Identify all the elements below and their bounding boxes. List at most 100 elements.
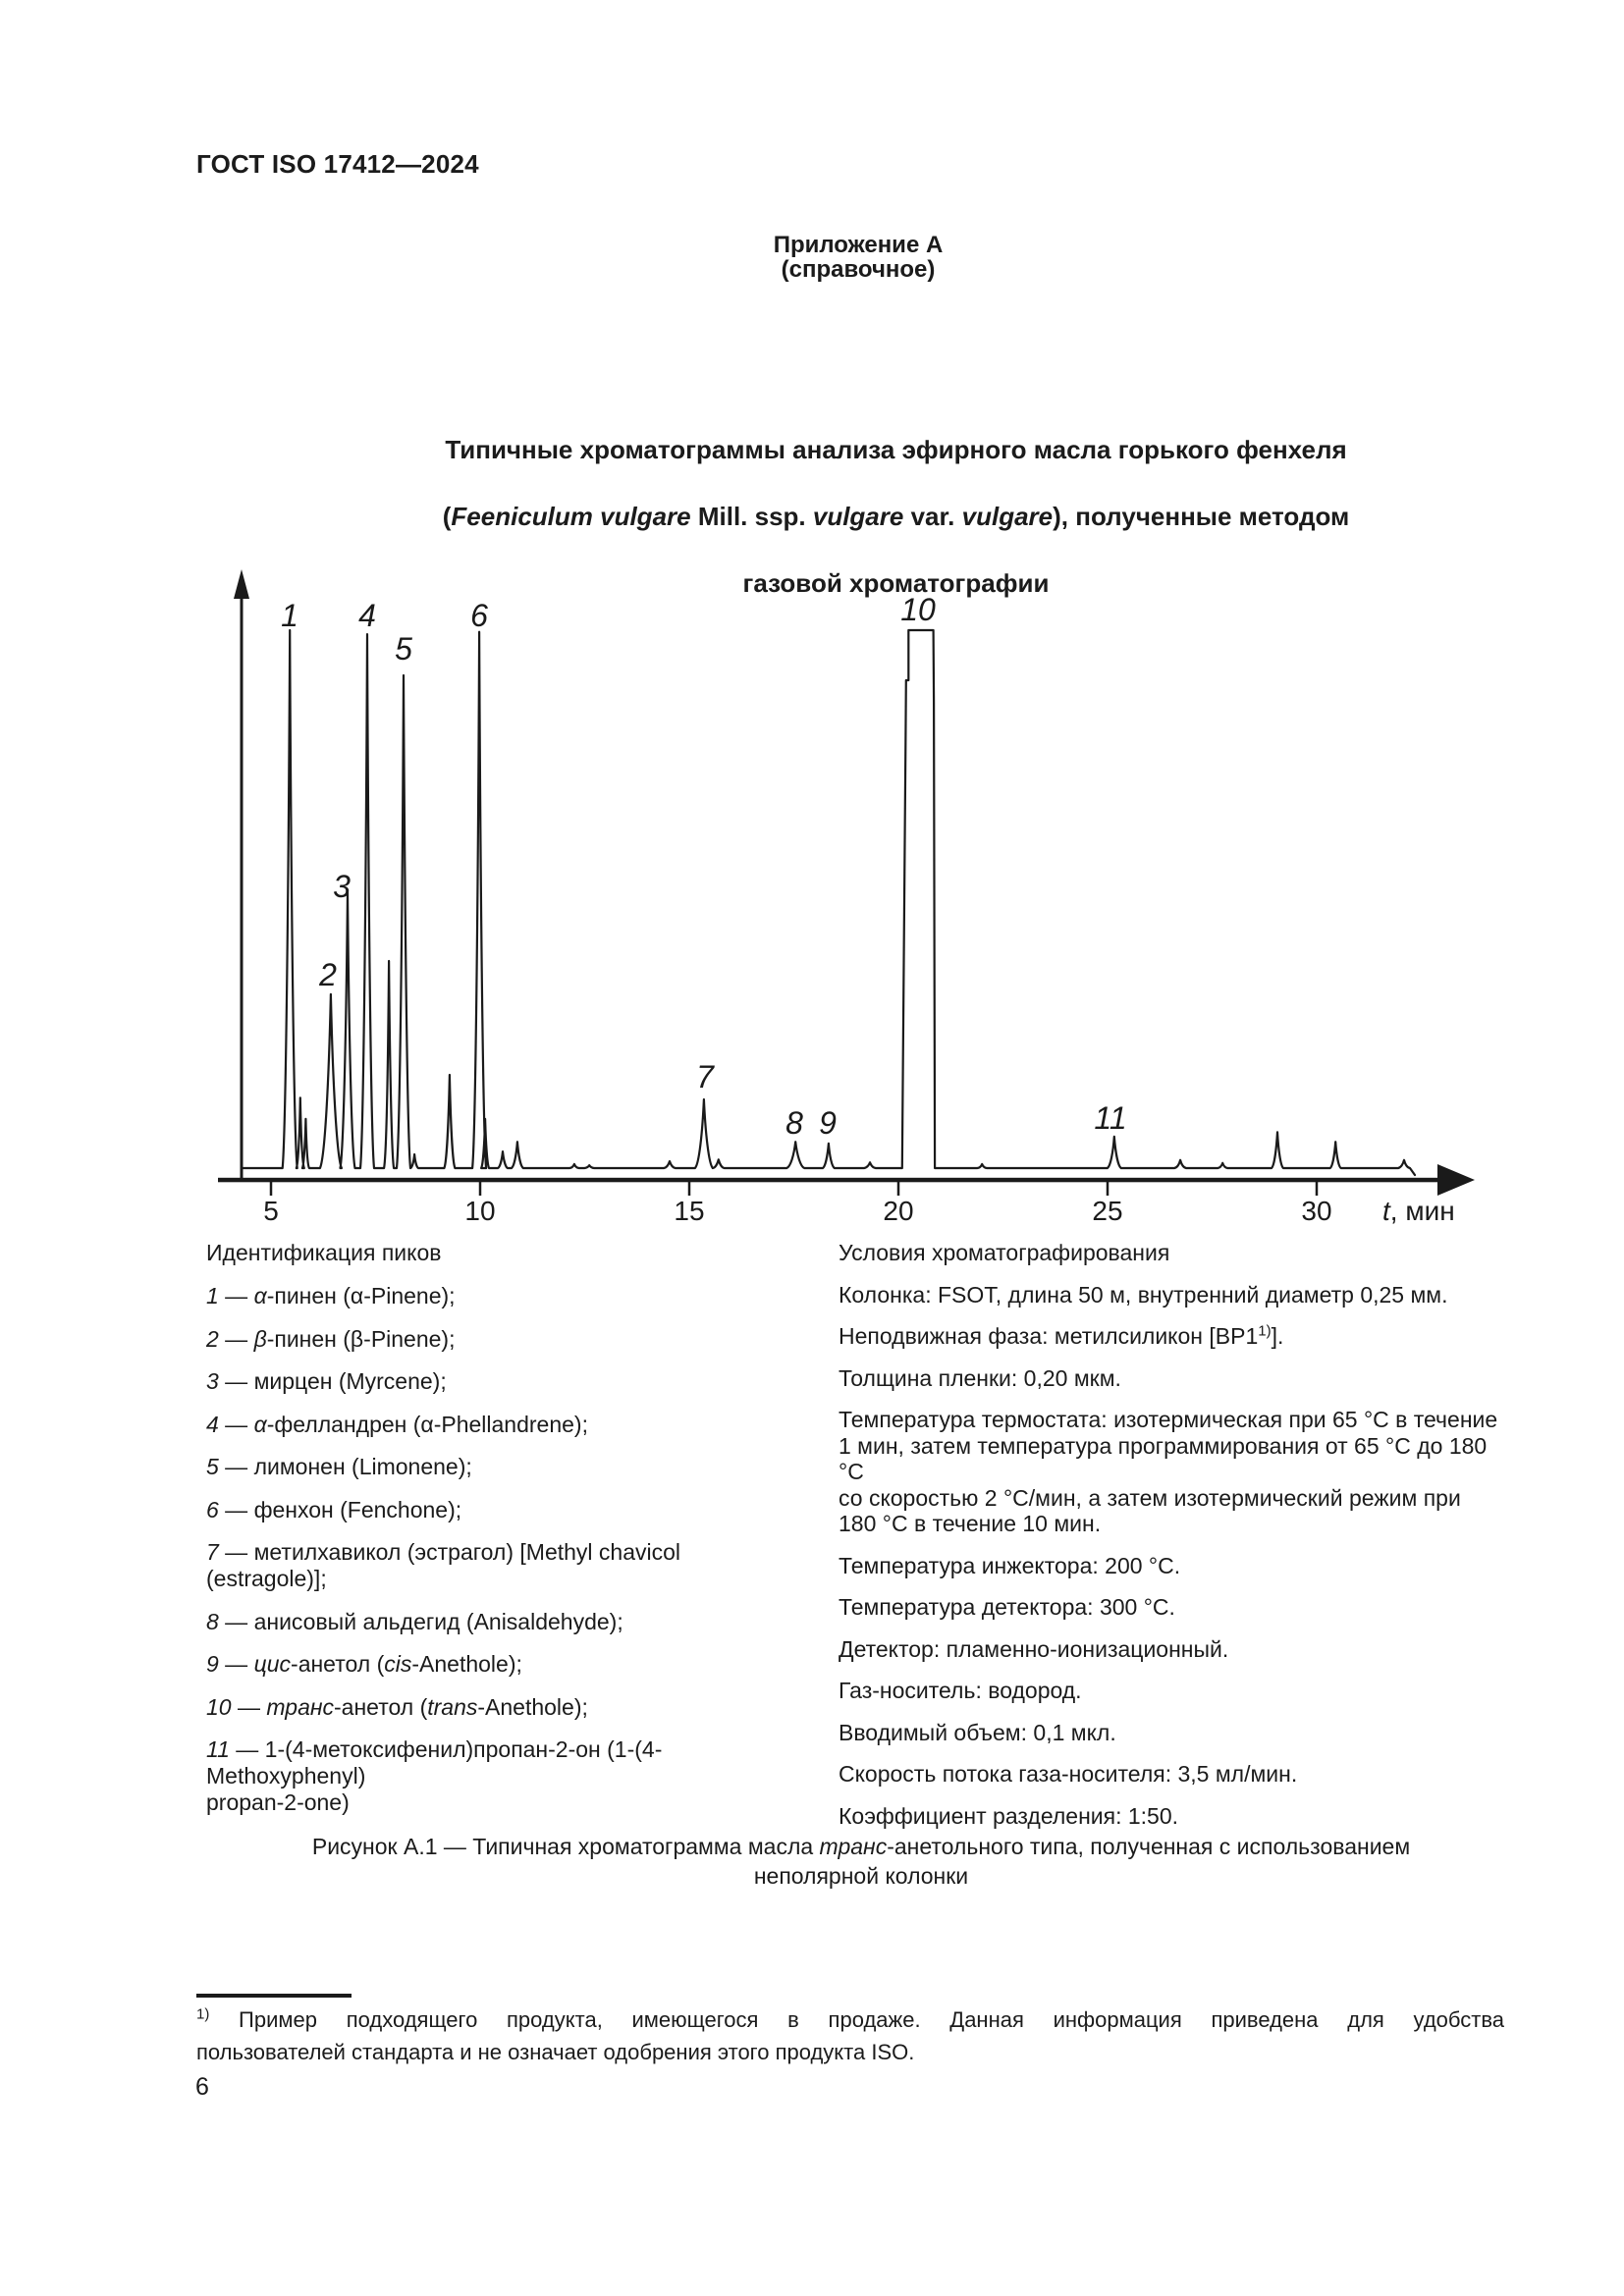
- text-segment: 8: [206, 1608, 219, 1634]
- text-segment: 10: [206, 1693, 232, 1720]
- peak-label: 11: [1094, 1100, 1126, 1136]
- chromatogram-trace: [241, 628, 1417, 1177]
- text-segment: Толщина пленки: 0,20 мкм.: [839, 1364, 1121, 1391]
- x-axis: [218, 1177, 1439, 1183]
- list-item: Газ-носитель: водород.: [839, 1678, 1506, 1704]
- text-segment: β: [253, 1325, 267, 1352]
- text-segment: — фенхон (Fenchone);: [218, 1496, 462, 1522]
- y-axis-arrow-icon: [234, 569, 249, 599]
- x-tick-label: 10: [464, 1196, 495, 1226]
- text-segment: —: [218, 1651, 254, 1677]
- text-segment: Mill. ssp.: [690, 502, 813, 531]
- text-segment: Детектор: пламенно-ионизационный.: [839, 1635, 1229, 1662]
- text-segment: -фелландрен (α-Phellandrene);: [266, 1411, 588, 1437]
- x-tick-label: 25: [1092, 1196, 1122, 1226]
- list-item: Температура термостата: изотермическая п…: [839, 1407, 1506, 1537]
- x-axis-label: t, мин: [1382, 1196, 1455, 1226]
- list-item: 1 — α-пинен (α-Pinene);: [206, 1283, 795, 1309]
- chromatography-conditions: Условия хроматографирования Колонка: FSO…: [839, 1240, 1506, 1844]
- text-segment: 7: [206, 1539, 219, 1565]
- x-tick-label: 15: [674, 1196, 704, 1226]
- text-segment: trans: [427, 1693, 478, 1720]
- text-segment: — лимонен (Limonene);: [218, 1454, 472, 1479]
- text-segment: 3: [206, 1368, 219, 1394]
- text-segment: 9: [206, 1651, 219, 1677]
- peak-label: 2: [318, 957, 337, 992]
- text-segment: —: [218, 1325, 254, 1352]
- text-segment: транс: [819, 1834, 888, 1859]
- text-segment: — мирцен (Myrcene);: [218, 1368, 447, 1394]
- list-item: Скорость потока газа-носителя: 3,5 мл/ми…: [839, 1761, 1506, 1788]
- text-segment: -пинен (β-Pinene);: [266, 1325, 456, 1352]
- text-segment: 1): [1258, 1322, 1272, 1340]
- list-item: Коэффициент разделения: 1:50.: [839, 1803, 1506, 1830]
- list-item: Детектор: пламенно-ионизационный.: [839, 1636, 1506, 1663]
- peak-label: 3: [333, 869, 351, 904]
- footnote-marker: 1): [196, 2005, 210, 2023]
- peak-label: 4: [358, 598, 376, 633]
- figure-heading-line3: газовой хроматографии: [742, 568, 1050, 598]
- annex-subtitle: (справочное): [781, 256, 936, 283]
- text-segment: -анетол (: [334, 1693, 428, 1720]
- text-segment: Feeniculum vulgare: [451, 502, 691, 531]
- text-segment: 6: [206, 1496, 219, 1522]
- text-segment: (: [442, 502, 452, 531]
- footnote-line2: пользователей стандарта и не означает од…: [196, 2040, 915, 2064]
- peak-label: 10: [900, 592, 936, 627]
- chromatogram-figure: 5 10 15 20 25 30 t, мин 1 2 3 4 5 6 7 8 9 10 11: [147, 560, 1532, 1237]
- footnote-text1: Пример подходящего продукта, имеющегося …: [209, 2007, 1504, 2032]
- text-segment: Неподвижная фаза: метилсиликон [BP1: [839, 1323, 1259, 1349]
- text-segment: α: [253, 1283, 267, 1308]
- list-item: 6 — фенхон (Fenchone);: [206, 1497, 795, 1523]
- text-segment: Скорость потока газа-носителя: 3,5 мл/ми…: [839, 1761, 1298, 1787]
- text-segment: α: [253, 1411, 267, 1437]
- text-segment: Температура детектора: 300 °C.: [839, 1594, 1175, 1620]
- text-segment: ), полученные методом: [1053, 502, 1350, 531]
- text-segment: Рисунок А.1 — Типичная хроматограмма мас…: [311, 1834, 820, 1859]
- figure-caption: Рисунок А.1 — Типичная хроматограмма мас…: [174, 1832, 1548, 1891]
- list-item: 8 — анисовый альдегид (Anisaldehyde);: [206, 1609, 795, 1635]
- list-item: Вводимый объем: 0,1 мкл.: [839, 1720, 1506, 1746]
- footnote-rule: [196, 1994, 352, 1998]
- list-item: Толщина пленки: 0,20 мкм.: [839, 1365, 1506, 1392]
- text-segment: ].: [1271, 1323, 1284, 1349]
- figure-heading-line2: (Feeniculum vulgare Mill. ssp. vulgare v…: [285, 500, 1507, 533]
- text-segment: vulgare: [812, 502, 904, 531]
- text-segment: Газ-носитель: водород.: [839, 1678, 1082, 1703]
- figure-heading-line1: Типичные хроматограммы анализа эфирного …: [445, 435, 1347, 464]
- text-segment: Температура термостата: изотермическая п…: [839, 1407, 1498, 1536]
- peak-label: 9: [819, 1105, 837, 1141]
- list-item: 10 — транс-анетол (trans-Anethole);: [206, 1694, 795, 1721]
- conditions-list: Колонка: FSOT, длина 50 м, внутренний ди…: [839, 1282, 1506, 1830]
- annex-title: Приложение А: [773, 232, 944, 258]
- text-segment: Вводимый объем: 0,1 мкл.: [839, 1719, 1116, 1745]
- list-item: 7 — метилхавикол (эстрагол) [Methyl chav…: [206, 1539, 795, 1592]
- text-segment: — метилхавикол (эстрагол) [Methyl chavic…: [206, 1539, 681, 1591]
- list-item: 2 — β-пинен (β-Pinene);: [206, 1326, 795, 1353]
- list-item: 4 — α-фелландрен (α-Phellandrene);: [206, 1412, 795, 1438]
- text-segment: —: [218, 1411, 254, 1437]
- text-segment: —: [218, 1283, 254, 1308]
- text-segment: -Anethole);: [477, 1693, 588, 1720]
- x-axis-arrow-icon: [1437, 1164, 1475, 1196]
- text-segment: 2: [206, 1325, 219, 1352]
- peak-label: 6: [470, 598, 488, 633]
- peak-label: 1: [281, 598, 298, 633]
- peak-identification-heading: Идентификация пиков: [206, 1240, 442, 1265]
- text-segment: Колонка: FSOT, длина 50 м, внутренний ди…: [839, 1281, 1448, 1308]
- page-number: 6: [195, 2073, 209, 2101]
- text-segment: цис: [253, 1651, 292, 1677]
- list-item: Температура инжектора: 200 °C.: [839, 1553, 1506, 1579]
- text-segment: 1: [206, 1283, 219, 1308]
- list-item: Температура детектора: 300 °C.: [839, 1594, 1506, 1621]
- text-segment: -пинен (α-Pinene);: [266, 1283, 456, 1308]
- text-segment: -анетол (: [291, 1651, 385, 1677]
- text-segment: — анисовый альдегид (Anisaldehyde);: [218, 1608, 623, 1634]
- peak-label: 8: [785, 1105, 803, 1141]
- text-segment: cis: [384, 1651, 412, 1677]
- list-item: 11 — 1-(4-метоксифенил)пропан-2-он (1-(4…: [206, 1736, 795, 1816]
- list-item: Неподвижная фаза: метилсиликон [BP11)].: [839, 1323, 1506, 1350]
- text-segment: — 1-(4-метоксифенил)пропан-2-он (1-(4-Me…: [206, 1736, 663, 1815]
